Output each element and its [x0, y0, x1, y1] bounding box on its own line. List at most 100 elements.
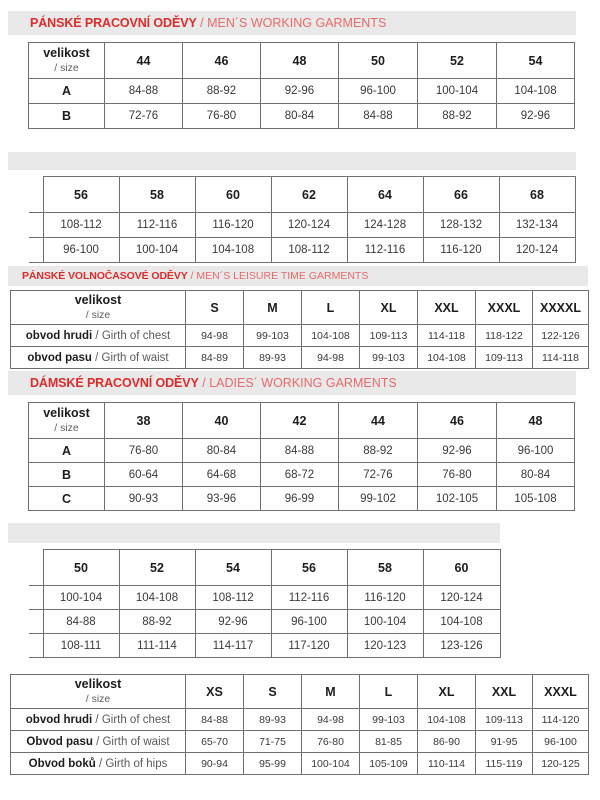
measurement-cell: 84-89	[185, 346, 244, 369]
corner-label-cz: velikost	[74, 292, 122, 307]
measurement-cell: 88-92	[118, 609, 196, 634]
measurement-cell: 112-116	[270, 585, 348, 610]
table-row-header: velikost / size 38 40 42 44 46 48	[28, 402, 575, 439]
measurement-cell: 120-124	[270, 212, 348, 238]
measurement-cell: 104-108	[417, 346, 476, 369]
table-row-header: velikost / size 44 46 48 50 52 54	[28, 42, 575, 79]
section-heading-cz: PÁNSKÉ VOLNOČASOVÉ ODĚVY	[22, 270, 188, 282]
measurement-cell: 100-104	[118, 237, 196, 263]
table-row: 108-112 112-116 116-120 120-124 124-128 …	[29, 212, 576, 238]
row-label-girth-of-waist: obvod pasu / Girth of waist	[10, 346, 186, 369]
measurement-cell: 117-120	[270, 633, 348, 658]
measurement-cell: 94-98	[301, 346, 360, 369]
measurement-cell: 116-120	[422, 237, 500, 263]
row-label: C	[28, 486, 105, 511]
measurement-cell: 116-120	[346, 585, 424, 610]
table-row: Obvod boků / Girth of hips 90-94 95-99 1…	[10, 752, 589, 775]
size-header-cell: 50	[338, 42, 418, 79]
measurement-cell: 94-98	[301, 708, 360, 731]
corner-cell-velikost: velikost / size	[10, 290, 186, 325]
measurement-cell: 109-113	[359, 324, 418, 347]
measurement-cell: 110-114	[417, 752, 476, 775]
size-header-cell: S	[243, 674, 302, 709]
corner-cell-velikost: velikost / size	[28, 42, 105, 79]
section-heading-sep: /	[187, 270, 197, 282]
size-header-cell: 50	[42, 549, 120, 586]
size-header-cell: 58	[346, 549, 424, 586]
measurement-cell: 104-108	[496, 78, 575, 104]
stub-cell	[29, 549, 44, 586]
measurement-cell: 84-88	[185, 708, 244, 731]
measurement-cell: 104-108	[301, 324, 360, 347]
measurement-cell: 96-100	[42, 237, 120, 263]
size-header-cell: 56	[270, 549, 348, 586]
measurement-cell: 65-70	[185, 730, 244, 753]
size-header-cell: 62	[270, 176, 348, 213]
measurement-cell: 120-124	[422, 585, 501, 610]
size-header-cell: 66	[422, 176, 500, 213]
measurement-cell: 76-80	[182, 103, 261, 129]
measurement-cell: 76-80	[301, 730, 360, 753]
table-row-header: velikost / size XS S M L XL XXL XXXL	[10, 674, 589, 709]
row-label: B	[28, 462, 105, 487]
measurement-cell: 108-112	[42, 212, 120, 238]
row-label-sep: /	[92, 735, 103, 748]
size-header-cell: S	[185, 290, 244, 325]
measurement-cell: 72-76	[338, 462, 418, 487]
size-header-cell: 38	[104, 402, 183, 439]
measurement-cell: 120-125	[532, 752, 589, 775]
measurement-cell: 90-93	[104, 486, 183, 511]
size-header-cell: L	[301, 290, 360, 325]
measurement-cell: 99-103	[359, 708, 418, 731]
size-header-cell: 40	[182, 402, 261, 439]
row-label: A	[28, 438, 105, 463]
measurement-cell: 104-108	[417, 708, 476, 731]
section-spacer-bar-mens-working	[8, 152, 576, 170]
measurement-cell: 92-96	[417, 438, 497, 463]
section-heading-mens-leisure: PÁNSKÉ VOLNOČASOVÉ ODĚVY / MEN´S LEISURE…	[8, 266, 588, 286]
measurement-cell: 112-116	[118, 212, 196, 238]
size-header-cell: 48	[496, 402, 575, 439]
measurement-cell: 96-100	[496, 438, 575, 463]
row-label-sep: /	[92, 329, 102, 342]
measurement-cell: 86-90	[417, 730, 476, 753]
measurement-cell: 104-108	[422, 609, 501, 634]
table-row: 96-100 100-104 104-108 108-112 112-116 1…	[29, 237, 576, 263]
measurement-cell: 90-94	[185, 752, 244, 775]
measurement-cell: 114-118	[532, 346, 589, 369]
size-header-cell: 64	[346, 176, 424, 213]
table-row: 108-111 111-114 114-117 117-120 120-123 …	[29, 633, 501, 658]
measurement-cell: 71-75	[243, 730, 302, 753]
size-header-cell: XL	[417, 674, 476, 709]
table-mens-working-sizes-56-68: 56 58 60 62 64 66 68 108-112 112-116 116…	[29, 176, 576, 263]
section-heading-en: MEN´S LEISURE TIME GARMENTS	[196, 270, 369, 282]
measurement-cell: 88-92	[417, 103, 497, 129]
measurement-cell: 124-128	[346, 212, 424, 238]
row-label-girth-of-waist: Obvod pasu / Girth of waist	[10, 730, 186, 753]
measurement-cell: 100-104	[301, 752, 360, 775]
row-label-sep: /	[95, 757, 106, 770]
table-row-header: 56 58 60 62 64 66 68	[29, 176, 576, 213]
size-header-cell: M	[301, 674, 360, 709]
size-header-cell: 52	[118, 549, 196, 586]
measurement-cell: 84-88	[338, 103, 418, 129]
table-row: obvod hrudi / Girth of chest 84-88 89-93…	[10, 708, 589, 731]
size-header-cell: 46	[417, 402, 497, 439]
measurement-cell: 93-96	[182, 486, 261, 511]
table-row-header: velikost / size S M L XL XXL XXXL XXXXL	[10, 290, 589, 325]
table-ladies-working-sizes-50-60: 50 52 54 56 58 60 100-104 104-108 108-11…	[29, 549, 501, 658]
measurement-cell: 94-98	[185, 324, 244, 347]
measurement-cell: 99-103	[359, 346, 418, 369]
size-header-cell: 52	[417, 42, 497, 79]
measurement-cell: 102-105	[417, 486, 497, 511]
row-label-sep: /	[91, 351, 102, 364]
stub-cell	[29, 633, 44, 658]
measurement-cell: 84-88	[104, 78, 183, 104]
size-header-cell: 46	[182, 42, 261, 79]
section-heading-sep: /	[198, 376, 210, 390]
row-label-cz: Obvod pasu	[26, 735, 93, 748]
stub-cell	[29, 609, 44, 634]
row-label-cz: obvod hrudi	[25, 713, 93, 726]
corner-label-cz: velikost	[43, 405, 90, 420]
table-row: A 76-80 80-84 84-88 88-92 92-96 96-100	[28, 438, 575, 463]
